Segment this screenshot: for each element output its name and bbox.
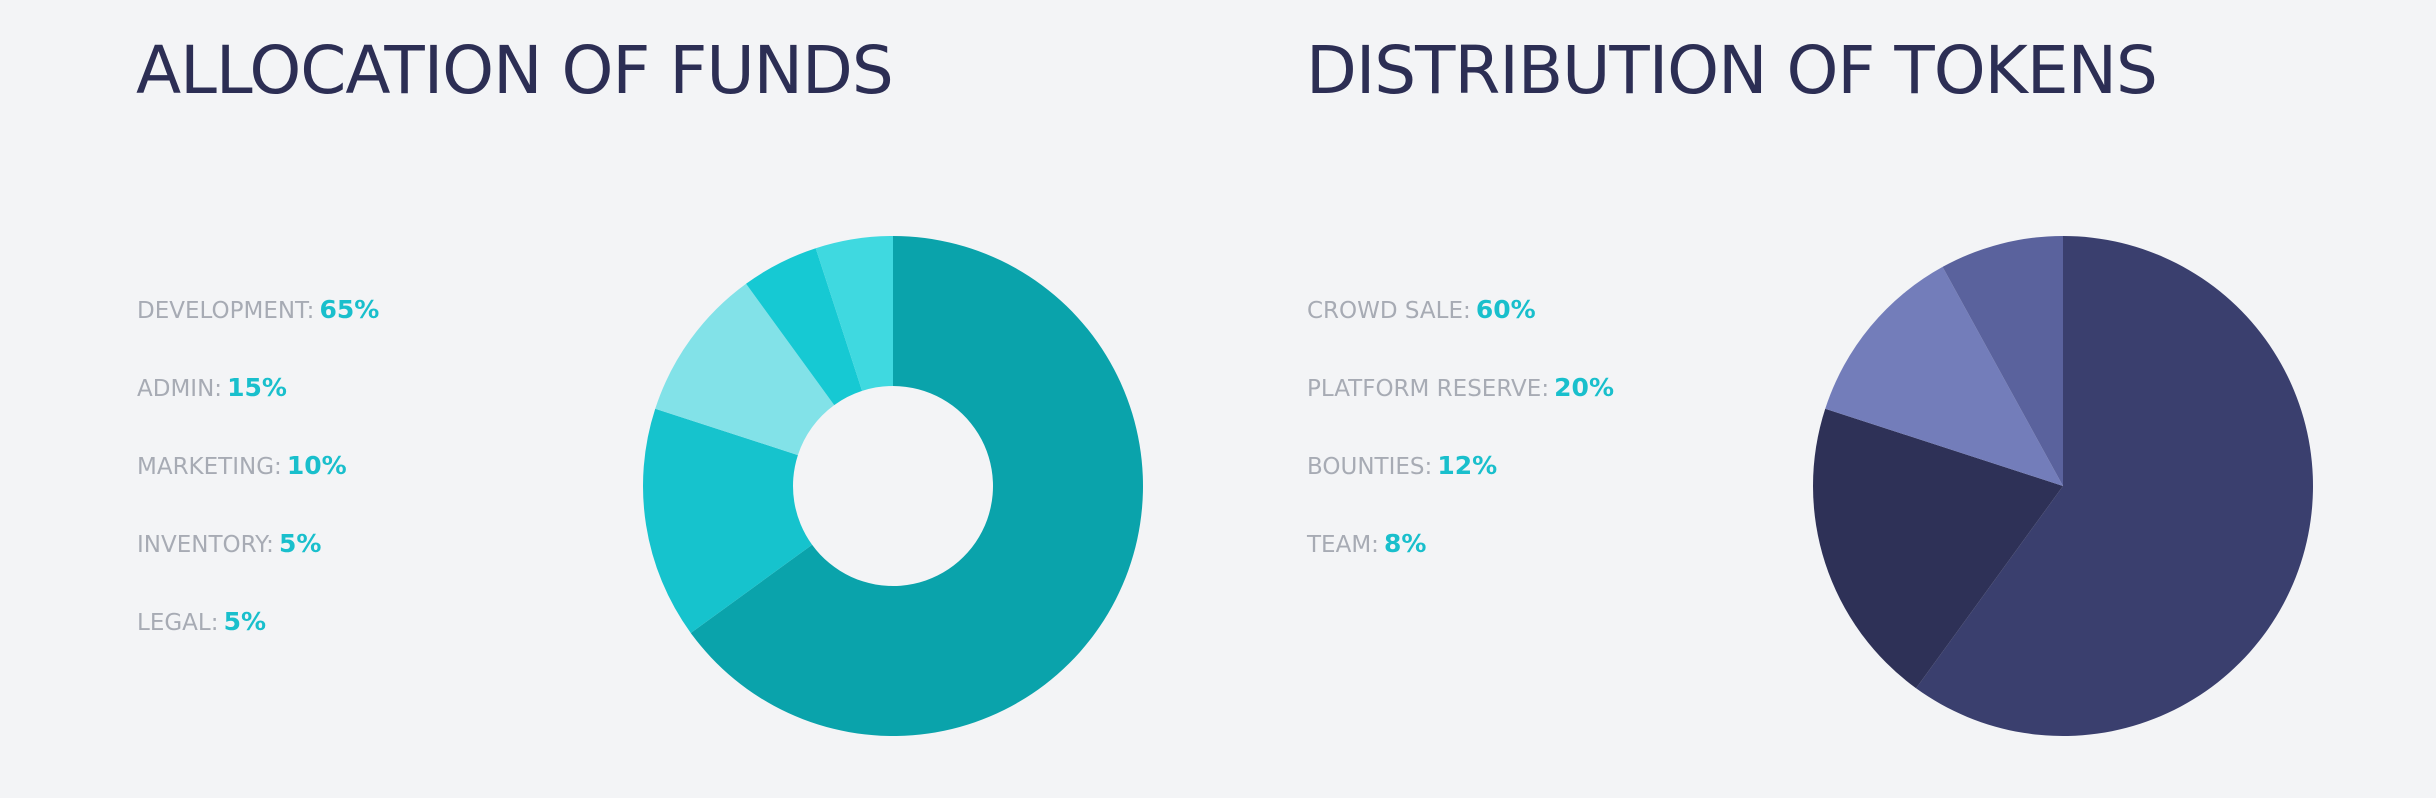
legend-value: 20%	[1554, 373, 1614, 402]
tokens-pie-chart	[1813, 236, 2313, 736]
legend-label: TEAM:	[1307, 532, 1379, 558]
legend-item-development: DEVELOPMENT: 65%	[137, 290, 379, 368]
legend-label: BOUNTIES:	[1307, 454, 1433, 480]
legend-label: INVENTORY:	[137, 532, 274, 558]
legend-item-team: TEAM: 8%	[1307, 524, 1614, 602]
slice-bounties	[1825, 266, 2063, 486]
legend-item-admin: ADMIN: 15%	[137, 368, 379, 446]
legend-label: ADMIN:	[137, 376, 223, 402]
legend-value: 15%	[227, 373, 287, 402]
legend-label: DEVELOPMENT:	[137, 298, 315, 324]
legend-value: 60%	[1475, 295, 1536, 324]
funds-title: ALLOCATION OF FUNDS	[136, 32, 894, 109]
slice-crowd-sale	[1916, 236, 2313, 736]
legend-item-crowd-sale: CROWD SALE: 60%	[1307, 290, 1614, 368]
legend-value: 5%	[223, 607, 267, 636]
legend-value: 5%	[278, 529, 322, 558]
legend-value: 10%	[286, 451, 347, 480]
legend-item-legal: LEGAL: 5%	[137, 602, 379, 680]
legend-item-bounties: BOUNTIES: 12%	[1307, 446, 1614, 524]
legend-item-inventory: INVENTORY: 5%	[137, 524, 379, 602]
slice-admin	[643, 408, 813, 633]
funds-legend: DEVELOPMENT: 65% ADMIN: 15% MARKETING: 1…	[137, 290, 379, 680]
slice-development	[690, 236, 1143, 736]
slice-inventory	[746, 248, 863, 406]
legend-value: 65%	[319, 295, 380, 324]
legend-label: CROWD SALE:	[1307, 298, 1471, 324]
legend-value: 8%	[1384, 529, 1427, 558]
legend-value: 12%	[1437, 451, 1498, 480]
funds-donut-chart	[643, 236, 1143, 736]
slice-team	[1942, 236, 2063, 486]
legend-label: PLATFORM RESERVE:	[1307, 376, 1550, 402]
legend-label: MARKETING:	[137, 454, 282, 480]
slice-marketing	[655, 283, 835, 456]
slice-legal	[815, 236, 893, 391]
tokens-legend: CROWD SALE: 60% PLATFORM RESERVE: 20% BO…	[1307, 290, 1614, 602]
legend-label: LEGAL:	[137, 610, 219, 636]
legend-item-platform-reserve: PLATFORM RESERVE: 20%	[1307, 368, 1614, 446]
slice-platform-reserve	[1813, 408, 2063, 689]
legend-item-marketing: MARKETING: 10%	[137, 446, 379, 524]
tokens-title: DISTRIBUTION OF TOKENS	[1306, 32, 2158, 109]
